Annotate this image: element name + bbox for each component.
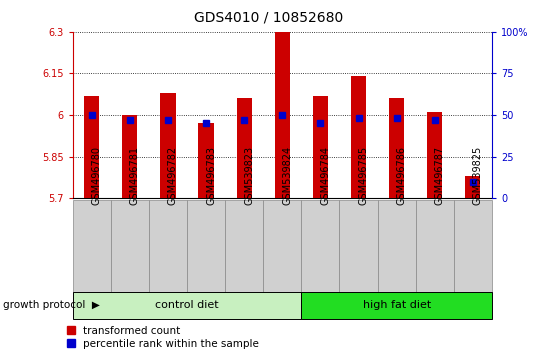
Bar <box>454 200 492 292</box>
Text: GSM496782: GSM496782 <box>168 145 178 205</box>
Text: GSM539823: GSM539823 <box>244 145 254 205</box>
Bar <box>111 200 149 292</box>
Bar <box>198 124 214 198</box>
Bar <box>313 96 328 198</box>
Text: control diet: control diet <box>155 300 219 310</box>
Bar <box>389 98 404 198</box>
Bar <box>84 96 100 198</box>
Bar <box>263 200 301 292</box>
Bar <box>301 200 339 292</box>
Bar <box>122 115 138 198</box>
Bar <box>301 292 492 319</box>
Bar <box>236 98 252 198</box>
Bar <box>351 76 366 198</box>
Bar <box>73 292 301 319</box>
Bar <box>225 200 263 292</box>
Text: GSM496780: GSM496780 <box>92 145 102 205</box>
Text: GSM496784: GSM496784 <box>320 145 330 205</box>
Text: GSM496787: GSM496787 <box>435 145 445 205</box>
Bar <box>160 93 176 198</box>
Text: GDS4010 / 10852680: GDS4010 / 10852680 <box>194 11 343 25</box>
Text: GSM496786: GSM496786 <box>397 145 406 205</box>
Text: growth protocol  ▶: growth protocol ▶ <box>3 300 100 310</box>
Bar <box>274 32 290 198</box>
Bar <box>149 200 187 292</box>
Text: GSM496783: GSM496783 <box>206 145 216 205</box>
Bar <box>339 200 377 292</box>
Bar <box>187 200 225 292</box>
Text: GSM539824: GSM539824 <box>282 145 292 205</box>
Text: GSM539825: GSM539825 <box>473 145 483 205</box>
Bar <box>427 112 442 198</box>
Bar <box>465 176 481 198</box>
Bar <box>377 200 416 292</box>
Text: GSM496785: GSM496785 <box>358 145 368 205</box>
Text: high fat diet: high fat diet <box>362 300 431 310</box>
Bar <box>416 200 454 292</box>
Text: GSM496781: GSM496781 <box>130 145 140 205</box>
Legend: transformed count, percentile rank within the sample: transformed count, percentile rank withi… <box>67 326 259 349</box>
Bar <box>73 200 111 292</box>
